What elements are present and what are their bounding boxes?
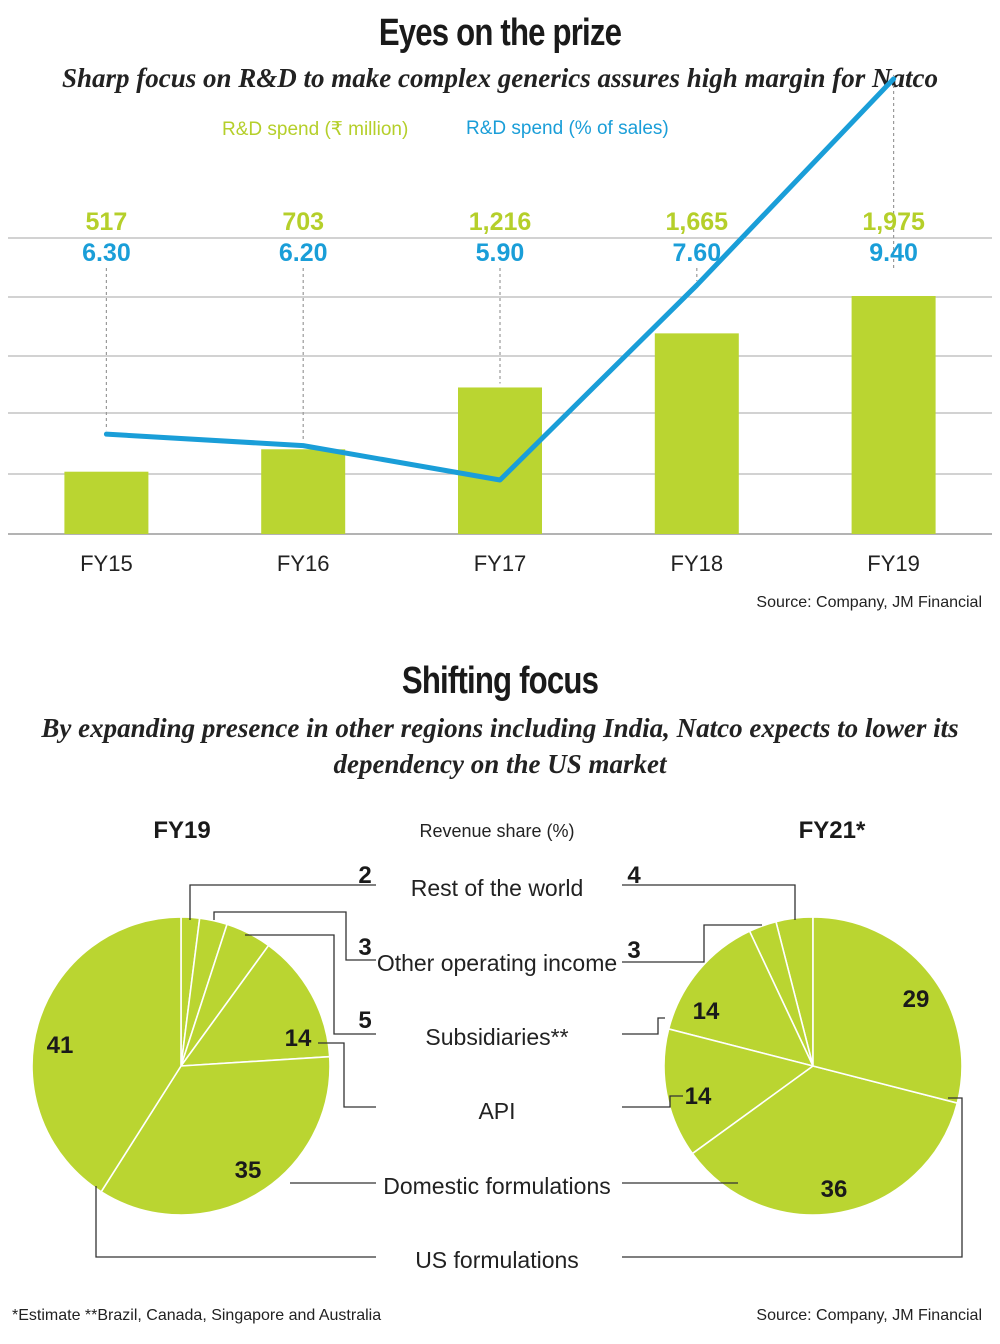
legend-item-rd-spend-percent: R&D spend (% of sales) [466, 118, 669, 139]
x-tick-label: FY16 [277, 551, 330, 576]
fy19-slice-3 [179, 944, 331, 1067]
category-label: Other operating income [377, 950, 617, 976]
chart-title: Eyes on the prize [378, 12, 622, 54]
pie-chart-title: Shifting focus [401, 660, 599, 702]
fy21-value-label: 4 [627, 862, 641, 889]
fy21-slice-5 [812, 916, 963, 1105]
line-value-label: 9.40 [869, 239, 918, 267]
x-tick-label: FY15 [80, 551, 133, 576]
fy21-value-label: 36 [821, 1176, 848, 1203]
leader-line-7 [622, 924, 762, 963]
line-value-label: 7.60 [672, 239, 721, 267]
fy21-slice-3 [663, 1027, 815, 1155]
leader-line-3 [318, 1042, 376, 1108]
category-label: Rest of the world [411, 875, 584, 901]
fy19-value-label: 14 [285, 1025, 312, 1052]
bar-fy16 [261, 449, 346, 534]
bar-fy19 [851, 296, 936, 534]
leader-line-1 [213, 911, 376, 961]
fy21-value-label: 29 [903, 986, 930, 1013]
fy19-value-label: 35 [235, 1157, 262, 1184]
fy21-value-label: 3 [627, 937, 640, 964]
bar-value-label: 703 [282, 208, 324, 236]
fy21-slice-2 [667, 930, 815, 1068]
x-tick-label: FY19 [867, 551, 920, 576]
category-label: US formulations [415, 1247, 579, 1273]
category-label: Subsidiaries** [425, 1024, 568, 1050]
bar-value-label: 1,975 [862, 208, 925, 236]
pie-footnote: *Estimate **Brazil, Canada, Singapore an… [12, 1307, 382, 1324]
leader-line-9 [622, 1095, 683, 1108]
bar-fy18 [654, 333, 739, 534]
bar-value-label: 517 [86, 208, 128, 236]
leader-line-0 [189, 884, 376, 920]
pie-source: Source: Company, JM Financial [756, 1307, 982, 1324]
pie-measure-label: Revenue share (%) [419, 821, 574, 841]
pie-title-fy21: FY21* [799, 817, 866, 844]
fy19-value-label: 5 [358, 1007, 371, 1034]
leader-line-11 [622, 1097, 963, 1258]
fy21-value-label: 14 [693, 998, 720, 1025]
leader-line-6 [622, 884, 796, 920]
category-label: Domestic formulations [383, 1173, 611, 1199]
line-value-label: 5.90 [476, 239, 525, 267]
bar-fy17 [458, 387, 542, 534]
x-tick-label: FY17 [474, 551, 527, 576]
line-series-rd-percent [103, 76, 897, 483]
legend-item-rd-spend-million: R&D spend (₹ million) [222, 119, 409, 140]
fy19-slice-4 [100, 1055, 331, 1216]
fy19-value-label: 41 [47, 1032, 74, 1059]
fy19-value-label: 2 [358, 862, 371, 889]
chart-source: Source: Company, JM Financial [756, 594, 982, 611]
pie-title-fy19: FY19 [153, 817, 210, 844]
pie-chart-subtitle: By expanding presence in other regions i… [41, 713, 959, 779]
category-label: API [478, 1098, 515, 1124]
fy19-slice-5 [31, 916, 182, 1193]
fy21-slice-4 [691, 1065, 959, 1216]
line-value-label: 6.20 [279, 239, 328, 267]
bar-fy15 [64, 471, 149, 534]
leader-line-2 [245, 934, 376, 1035]
bar-line-chart: 517 6.30 FY15 703 6.20 FY16 1,216 5.90 FY17 1,665… [8, 74, 992, 576]
fy21-value-label: 14 [685, 1083, 712, 1110]
line-value-label: 6.30 [82, 239, 131, 267]
bar-value-label: 1,216 [469, 208, 532, 236]
bar-value-label: 1,665 [666, 208, 729, 236]
x-tick-label: FY18 [671, 551, 724, 576]
leader-line-8 [622, 1017, 665, 1035]
fy19-value-label: 3 [358, 934, 371, 961]
leader-line-5 [95, 1186, 376, 1258]
chart-subtitle: Sharp focus on R&D to make complex gener… [61, 63, 939, 93]
